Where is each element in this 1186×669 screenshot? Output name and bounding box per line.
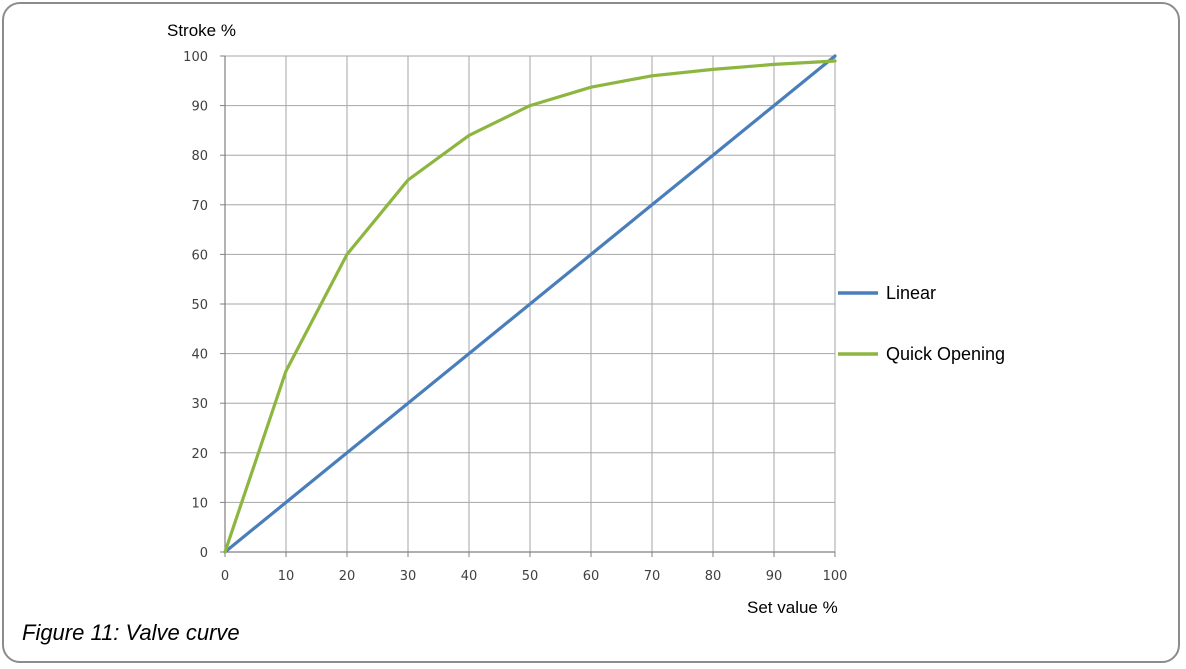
y-tick-label: 30 bbox=[191, 397, 208, 412]
x-tick-label: 50 bbox=[522, 569, 539, 584]
series-line-linear bbox=[223, 54, 837, 554]
x-tick-label: 0 bbox=[221, 569, 229, 584]
x-tick-label: 10 bbox=[278, 569, 295, 584]
y-tick-label: 100 bbox=[183, 50, 208, 65]
y-tick-label: 80 bbox=[191, 149, 208, 164]
x-tick-label: 100 bbox=[823, 569, 848, 584]
x-tick-label: 60 bbox=[583, 569, 600, 584]
series-lines bbox=[223, 54, 837, 554]
axes bbox=[220, 55, 836, 557]
y-tick-label: 50 bbox=[191, 298, 208, 313]
y-tick-label: 20 bbox=[191, 447, 208, 462]
x-tick-label: 80 bbox=[705, 569, 722, 584]
figure-caption: Figure 11: Valve curve bbox=[22, 620, 240, 645]
y-tick-label: 70 bbox=[191, 199, 208, 214]
y-tick-labels: 0 10 20 30 40 50 60 70 80 90 100 bbox=[183, 50, 208, 561]
x-tick-label: 90 bbox=[766, 569, 783, 584]
x-tick-label: 30 bbox=[400, 569, 417, 584]
y-tick-label: 0 bbox=[200, 546, 208, 561]
x-tick-label: 20 bbox=[339, 569, 356, 584]
legend-label-quick-opening: Quick Opening bbox=[886, 344, 1005, 364]
legend: Linear Quick Opening bbox=[838, 283, 1005, 364]
y-tick-label: 60 bbox=[191, 248, 208, 263]
x-tick-labels: 0 10 20 30 40 50 60 70 80 90 100 bbox=[221, 569, 848, 584]
y-tick-label: 40 bbox=[191, 348, 208, 363]
y-tick-label: 90 bbox=[191, 100, 208, 115]
x-tick-label: 40 bbox=[461, 569, 478, 584]
legend-label-linear: Linear bbox=[886, 283, 936, 303]
x-axis-title: Set value % bbox=[747, 598, 838, 617]
series-line-quick-opening bbox=[223, 59, 837, 554]
y-tick-label: 10 bbox=[191, 496, 208, 511]
y-axis-title: Stroke % bbox=[167, 21, 236, 40]
x-tick-label: 70 bbox=[644, 569, 661, 584]
